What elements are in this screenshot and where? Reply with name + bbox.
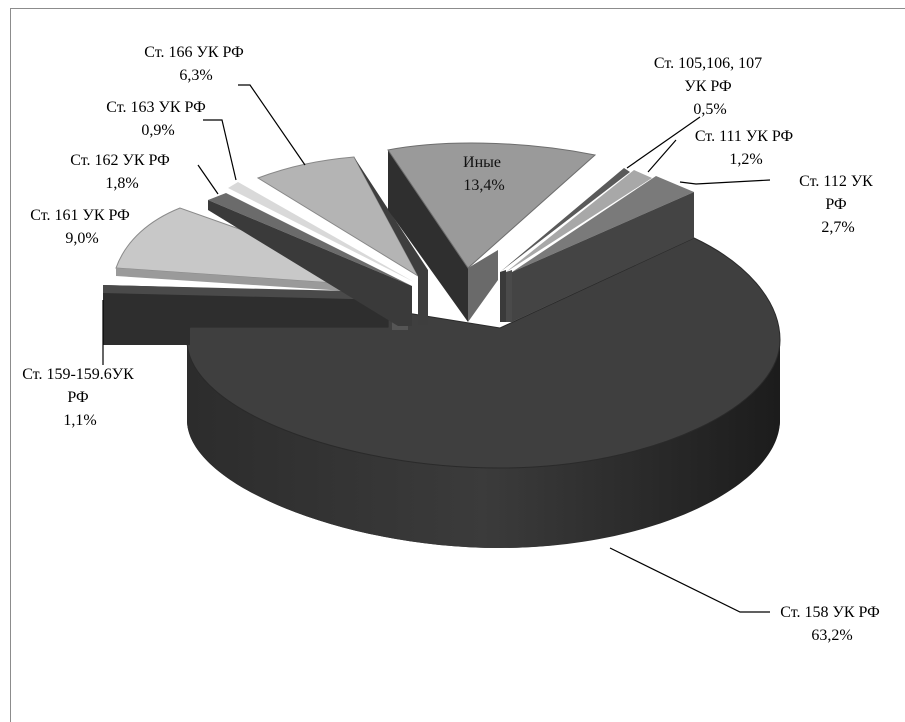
label-166: Ст. 166 УК РФ 6,3% (144, 44, 248, 84)
leader-lines (102, 84, 771, 613)
slice-111-side (506, 270, 512, 322)
slice-162-top (208, 193, 412, 286)
leader-163 (203, 119, 237, 181)
label-166-value: 6,3% (179, 67, 212, 84)
label-163-name: Ст. 163 УК РФ (106, 99, 206, 116)
label-158: Ст. 158 УК РФ 63,2% (780, 604, 884, 644)
label-159-name: Ст. 159-159.6УК (22, 366, 134, 383)
label-111: Ст. 111 УК РФ 1,2% (695, 128, 797, 168)
slice-159 (103, 285, 390, 345)
leader-166 (238, 84, 306, 166)
label-158-value: 63,2% (811, 627, 852, 644)
slice-161-edge (116, 268, 406, 295)
label-162-name: Ст. 162 УК РФ (70, 152, 170, 169)
slice-105 (500, 168, 630, 322)
slice-159-top (103, 285, 390, 300)
label-other: Иные 13,4% (463, 154, 505, 194)
chart-frame (10, 8, 905, 722)
label-112-name-2: РФ (825, 196, 846, 213)
label-105-name: Ст. 105,106, 107 (654, 55, 762, 72)
label-112-value: 2,7% (821, 219, 854, 236)
slice-other-top (387, 142, 597, 269)
label-112: Ст. 112 УК РФ 2,7% (799, 173, 877, 236)
label-161: Ст. 161 УК РФ 9,0% (30, 207, 134, 247)
label-111-value: 1,2% (729, 151, 762, 168)
slice-other-side-right (468, 250, 498, 322)
slice-105-side (500, 270, 506, 322)
slice-158 (186, 237, 781, 548)
label-161-name: Ст. 161 УК РФ (30, 207, 130, 224)
leader-111 (647, 139, 677, 173)
slice-other-side-left (388, 150, 468, 322)
leader-105 (626, 116, 701, 169)
label-159-value: 1,1% (63, 412, 96, 429)
slice-166 (256, 156, 428, 325)
label-162-value: 1,8% (105, 175, 138, 192)
leader-112 (679, 179, 771, 185)
label-105-value: 0,5% (693, 101, 726, 118)
slice-158-side-front (187, 340, 780, 548)
label-159-name-2: РФ (67, 389, 88, 406)
data-labels: Ст. 166 УК РФ 6,3% Ст. 163 УК РФ 0,9% Ст… (22, 44, 884, 644)
label-166-name: Ст. 166 УК РФ (144, 44, 244, 61)
label-other-value: 13,4% (463, 177, 504, 194)
slice-162-side (208, 200, 412, 326)
slice-112-side (512, 192, 694, 322)
label-105: Ст. 105,106, 107 УК РФ 0,5% (654, 55, 766, 118)
label-161-value: 9,0% (65, 230, 98, 247)
label-163-value: 0,9% (141, 122, 174, 139)
slice-111-top (506, 170, 652, 272)
label-105-name-2: УК РФ (684, 78, 731, 95)
label-111-name: Ст. 111 УК РФ (695, 128, 793, 145)
label-159: Ст. 159-159.6УК РФ 1,1% (22, 366, 138, 429)
label-158-name: Ст. 158 УК РФ (780, 604, 880, 621)
slice-163 (228, 182, 414, 282)
label-112-name: Ст. 112 УК (799, 173, 873, 190)
slice-159-side (103, 285, 388, 345)
label-163: Ст. 163 УК РФ 0,9% (106, 99, 210, 139)
slice-162 (208, 193, 412, 326)
slice-105-top (500, 168, 630, 272)
slice-112-top (512, 176, 694, 272)
leader-162 (197, 164, 219, 195)
slice-166-top (256, 156, 420, 278)
slice-166-side (354, 157, 428, 325)
leader-158 (609, 547, 770, 613)
slice-111 (506, 170, 652, 322)
label-other-name: Иные (463, 154, 501, 171)
label-162: Ст. 162 УК РФ 1,8% (70, 152, 174, 192)
slice-163-top (228, 182, 414, 282)
slice-other (387, 142, 597, 322)
slice-112 (512, 176, 694, 322)
